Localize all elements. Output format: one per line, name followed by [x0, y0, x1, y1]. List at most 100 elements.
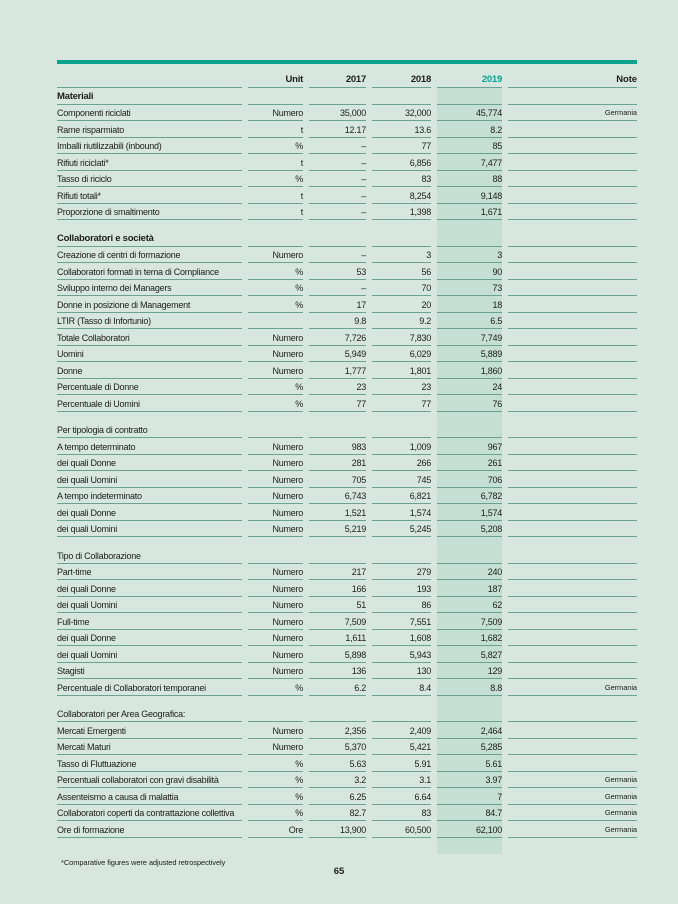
row-value-2018: 9.2	[372, 316, 431, 329]
row-note	[508, 660, 637, 663]
row-unit: Numero	[248, 650, 303, 663]
row-value-2019: 62,100	[437, 825, 502, 838]
row-label: Donne in posizione di Management	[57, 300, 242, 313]
row-label: Totale Collaboratori	[57, 333, 242, 346]
row-value-2019: 261	[437, 458, 502, 471]
row-value-2017: 6.25	[309, 792, 366, 805]
row-note	[508, 343, 637, 346]
row-note	[508, 610, 637, 613]
row-value-2018: 3.1	[372, 775, 431, 788]
row-label: dei quali Donne	[57, 458, 242, 471]
table-row: Mercati Maturi Numero 5,370 5,421 5,285	[57, 739, 637, 755]
row-value-2019: 3.97	[437, 775, 502, 788]
row-value-2019: 706	[437, 475, 502, 488]
row-value-2018: 56	[372, 267, 431, 280]
row-unit: %	[248, 174, 303, 187]
table-row: LTIR (Tasso di Infortunio) 9.8 9.2 6.5	[57, 313, 637, 329]
row-note	[508, 534, 637, 537]
row-unit: t	[248, 125, 303, 138]
footnote: *Comparative figures were adjusted retro…	[61, 858, 226, 867]
row-unit: Numero	[248, 458, 303, 471]
section-2018-cell	[372, 102, 431, 105]
row-value-2017: 217	[309, 567, 366, 580]
row-value-2019: 1,682	[437, 633, 502, 646]
row-value-2018: 8.4	[372, 683, 431, 696]
table-row: Ore di formazione Ore 13,900 60,500 62,100 Ge…	[57, 821, 637, 838]
section-header-row: Collaboratori per Area Geografica:	[57, 706, 637, 722]
table-row: Totale Collaboratori Numero 7,726 7,830 7,74…	[57, 329, 637, 346]
row-value-2017: 136	[309, 666, 366, 679]
table-row: Percentuale di Donne% 23 23 24	[57, 379, 637, 395]
section-title: Collaboratori per Area Geografica:	[57, 709, 242, 722]
row-label: Stagisti	[57, 666, 242, 679]
row-value-2019: 90	[437, 267, 502, 280]
row-value-2017: 17	[309, 300, 366, 313]
row-note	[508, 376, 637, 379]
row-value-2018: 77	[372, 399, 431, 412]
row-value-2017: 2,356	[309, 726, 366, 739]
row-value-2019: 9,148	[437, 191, 502, 204]
row-unit: Numero	[248, 617, 303, 630]
row-value-2017: 7,726	[309, 333, 366, 346]
row-value-2018: 83	[372, 808, 431, 821]
data-table: Unit 2017 2018 2019 Note Materiali Compon…	[57, 64, 637, 838]
row-value-2018: 3	[372, 250, 431, 263]
table-row: Rame risparmiato t 12.17 13.6 8.2	[57, 121, 637, 138]
table-row: dei quali Uomini Numero 51 86 62	[57, 597, 637, 613]
table-row: Collaboratori coperti da contrattazione …	[57, 805, 637, 821]
row-unit: %	[248, 300, 303, 313]
section-note-cell	[508, 719, 637, 722]
row-value-2017: 82.7	[309, 808, 366, 821]
row-unit	[248, 326, 303, 329]
row-value-2017: 5,898	[309, 650, 366, 663]
row-value-2018: 1,009	[372, 442, 431, 455]
row-unit: %	[248, 792, 303, 805]
row-label: Creazione di centri di formazione	[57, 250, 242, 263]
section-note-cell	[508, 435, 637, 438]
table-row: Sviluppo interno dei Managers% –70 73	[57, 280, 637, 296]
section-unit-cell	[248, 102, 303, 105]
row-value-2017: 3.2	[309, 775, 366, 788]
table-row: Full-time Numero 7,509 7,551 7,509	[57, 613, 637, 630]
row-note	[508, 736, 637, 739]
section-title: Tipo di Collaborazione	[57, 551, 242, 564]
table-row: dei quali Donne Numero 166 193 187	[57, 580, 637, 597]
row-value-2017: 77	[309, 399, 366, 412]
col-header-spacer	[57, 85, 242, 88]
section-2018-cell	[372, 719, 431, 722]
row-label: Donne	[57, 366, 242, 379]
col-header-2018: 2018	[372, 75, 431, 88]
row-unit: %	[248, 683, 303, 696]
row-label: dei quali Donne	[57, 633, 242, 646]
row-value-2018: 745	[372, 475, 431, 488]
row-note: Germania	[508, 808, 637, 821]
section-2019-cell	[437, 102, 502, 105]
row-label: Percentuale di Donne	[57, 382, 242, 395]
row-note	[508, 643, 637, 646]
row-value-2019: 7	[437, 792, 502, 805]
row-value-2018: 5,245	[372, 524, 431, 537]
row-value-2017: 281	[309, 458, 366, 471]
row-value-2018: 83	[372, 174, 431, 187]
row-note: Germania	[508, 108, 637, 121]
row-value-2017: 983	[309, 442, 366, 455]
row-label: Ore di formazione	[57, 825, 242, 838]
table-header-row: Unit 2017 2018 2019 Note	[57, 64, 637, 88]
row-value-2017: –	[309, 250, 366, 263]
row-unit: Numero	[248, 567, 303, 580]
row-unit: Numero	[248, 108, 303, 121]
row-value-2017: 5,219	[309, 524, 366, 537]
row-unit: %	[248, 141, 303, 154]
row-unit: Numero	[248, 633, 303, 646]
row-note	[508, 217, 637, 220]
table-row: Donne Numero 1,777 1,801 1,860	[57, 362, 637, 379]
row-value-2018: 130	[372, 666, 431, 679]
row-label: Assenteismo a causa di malattia	[57, 792, 242, 805]
section-2017-cell	[309, 244, 366, 247]
row-unit: Numero	[248, 366, 303, 379]
section-unit-cell	[248, 244, 303, 247]
row-note	[508, 168, 637, 171]
table-row: dei quali Donne Numero 1,611 1,608 1,682	[57, 630, 637, 646]
section-2019-cell	[437, 244, 502, 247]
row-label: Percentuale di Collaboratori temporanei	[57, 683, 242, 696]
